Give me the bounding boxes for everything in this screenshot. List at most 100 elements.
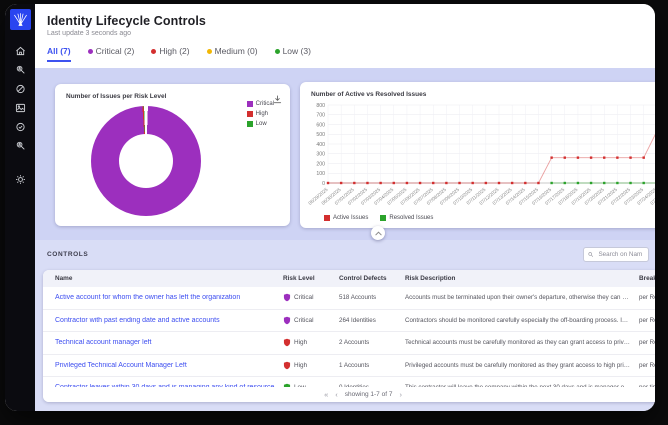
charts-section: Number of Issues per Risk Level Critical…: [35, 68, 655, 240]
sidebar: [5, 4, 35, 411]
tab-label: Critical (2): [95, 46, 135, 56]
svg-text:400: 400: [316, 142, 325, 148]
sidebar-user-search-icon[interactable]: [12, 139, 28, 153]
legend-item: Resolved Issues: [380, 215, 433, 221]
sidebar-image-icon[interactable]: [12, 101, 28, 115]
legend-swatch: [246, 121, 253, 127]
breakdown-cell: per Rep...: [639, 339, 655, 347]
risk-level-label: Critical: [294, 316, 314, 324]
tab-label: Medium (0): [214, 46, 258, 56]
legend-item: Active Issues: [324, 215, 368, 221]
logo-rays-icon: [13, 13, 27, 26]
table-row: Technical account manager left High 2 Acco…: [43, 332, 655, 355]
risk-dot-icon: [274, 48, 280, 54]
collapse-charts-button[interactable]: [371, 226, 385, 240]
export-icon[interactable]: [273, 91, 282, 109]
breakdown-cell: per Rep...: [639, 316, 655, 324]
control-name-link[interactable]: Privileged Technical Account Manager Lef…: [55, 361, 187, 369]
controls-section: CONTROLS Name Risk Level Control Defects Ri…: [35, 240, 655, 411]
tab-high[interactable]: High (2): [151, 46, 190, 62]
sidebar-user-search-icon[interactable]: [12, 63, 28, 77]
search-input[interactable]: [596, 249, 644, 259]
risk-shield-icon: [283, 361, 291, 370]
risk-shield-icon: [283, 293, 291, 302]
table-row: Privileged Technical Account Manager Lef…: [43, 355, 655, 377]
pie-chart-card: Number of Issues per Risk Level Critical…: [55, 84, 290, 226]
tab-label: Low (3): [282, 46, 311, 56]
sidebar-home-icon[interactable]: [12, 44, 28, 58]
svg-text:700: 700: [316, 113, 325, 119]
sidebar-compass-icon[interactable]: [12, 82, 28, 96]
search-icon: [588, 251, 594, 257]
risk-level-cell: Critical: [283, 293, 339, 302]
donut-chart: [91, 106, 201, 216]
risk-description-cell: Accounts must be terminated upon their o…: [405, 294, 639, 302]
sidebar-check-circle-icon[interactable]: [12, 120, 28, 134]
risk-level-label: High: [294, 339, 308, 347]
svg-text:100: 100: [316, 171, 325, 177]
risk-dot-icon: [151, 48, 157, 54]
column-header-control-defects: Control Defects: [339, 275, 387, 282]
line-chart-card: Number of Active vs Resolved Issues 0 100…: [300, 82, 655, 228]
line-legend: Active Issues Resolved Issues: [324, 215, 433, 221]
legend-swatch: [380, 215, 387, 221]
tab-low[interactable]: Low (3): [274, 46, 311, 62]
tab-all[interactable]: All (7): [47, 46, 71, 62]
breakdown-cell: per Rep...: [639, 361, 655, 369]
line-chart: 010020030040050060070080006/29/202506/30…: [307, 103, 655, 206]
controls-table: Name Risk Level Control Defects Risk Descri…: [43, 270, 655, 402]
legend-swatch: [246, 111, 253, 117]
control-name-link[interactable]: Technical account manager left: [55, 339, 152, 347]
table-row: Contractor with past ending date and act…: [43, 310, 655, 332]
first-page-button[interactable]: «: [324, 389, 329, 399]
search-box: [583, 246, 649, 262]
legend-item: Critical: [246, 101, 274, 107]
column-header-risk-description: Risk Description: [405, 275, 456, 282]
risk-description-cell: Technical accounts must be carefully mon…: [405, 339, 639, 347]
breakdown-cell: per Rep...: [639, 294, 655, 302]
legend-swatch: [324, 215, 330, 221]
risk-level-label: Critical: [294, 294, 314, 302]
prev-page-button[interactable]: ‹: [335, 389, 338, 399]
control-defects-cell: 264 Identities: [339, 316, 376, 324]
risk-shield-icon: [283, 316, 291, 325]
control-defects-cell: 1 Accounts: [339, 361, 370, 369]
legend-item: Low: [246, 121, 274, 127]
control-name-link[interactable]: Contractor with past ending date and act…: [55, 316, 220, 324]
pie-legend: Critical High Low: [246, 101, 274, 127]
pagination: « ‹ showing 1-7 of 7 ›: [43, 387, 655, 402]
controls-section-label: CONTROLS: [47, 250, 89, 258]
risk-tabs: All (7) Critical (2) High (2) Medium (0) Low…: [47, 46, 643, 62]
control-name-link[interactable]: Active account for whom the owner has le…: [55, 294, 241, 302]
risk-level-cell: Critical: [283, 316, 339, 325]
column-header-name: Name: [55, 275, 73, 282]
tab-label: All (7): [47, 46, 71, 56]
tab-medium[interactable]: Medium (0): [206, 46, 258, 62]
sidebar-settings-icon[interactable]: [12, 172, 28, 186]
app-window: Identity Lifecycle Controls Last update …: [5, 4, 655, 411]
svg-text:200: 200: [316, 161, 325, 167]
column-header-risk-level: Risk Level: [283, 275, 315, 282]
table-header-row: Name Risk Level Control Defects Risk Descri…: [43, 270, 655, 287]
page-title: Identity Lifecycle Controls: [47, 14, 206, 28]
risk-description-cell: Contractors should be monitored carefull…: [405, 316, 639, 324]
svg-text:300: 300: [316, 152, 325, 158]
control-defects-cell: 518 Accounts: [339, 294, 377, 302]
risk-description-cell: Privileged accounts must be carefully mo…: [405, 361, 639, 369]
control-defects-cell: 2 Accounts: [339, 339, 370, 347]
risk-level-cell: High: [283, 361, 339, 370]
svg-text:0: 0: [322, 181, 325, 187]
chevron-up-icon: [374, 230, 382, 235]
tab-critical[interactable]: Critical (2): [87, 46, 135, 62]
risk-level-label: High: [294, 361, 308, 369]
next-page-button[interactable]: ›: [399, 389, 402, 399]
tab-label: High (2): [159, 46, 190, 56]
app-logo[interactable]: [9, 9, 31, 30]
page-header: Identity Lifecycle Controls Last update …: [35, 4, 655, 68]
table-row: Active account for whom the owner has le…: [43, 287, 655, 310]
svg-text:800: 800: [316, 103, 325, 109]
pagination-text: showing 1-7 of 7: [344, 391, 393, 398]
last-update-text: Last update 3 seconds ago: [47, 30, 132, 37]
risk-dot-icon: [206, 48, 212, 54]
risk-shield-icon: [283, 338, 291, 347]
